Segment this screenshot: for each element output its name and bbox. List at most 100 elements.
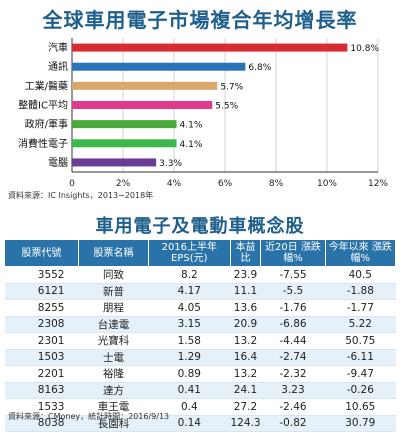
- data-label: 10.8%: [350, 44, 379, 54]
- table-row: 3552 同致 8.2 23.9 -7.55 40.5: [4, 266, 396, 284]
- x-tick-label: 4%: [167, 179, 182, 189]
- category-label: 電腦: [48, 156, 68, 169]
- table-cell: 13.2: [230, 365, 261, 383]
- table-cell: 朋程: [78, 299, 149, 317]
- x-tick-label: 6%: [218, 179, 233, 189]
- table-cell: 士電: [78, 349, 149, 366]
- table-cell: 6121: [4, 283, 79, 300]
- table-cell: -6.86: [260, 316, 326, 333]
- table-cell: 4.17: [148, 283, 231, 300]
- table-cell: -9.47: [325, 365, 396, 383]
- table-row: 8163 達方 0.41 24.1 3.23 -0.26: [4, 382, 396, 399]
- column-header: 今年以來 漲跌幅%: [324, 239, 397, 267]
- table-cell: 40.5: [325, 266, 396, 284]
- bar: [72, 139, 177, 148]
- table-cell: -1.77: [325, 299, 396, 317]
- bar: [72, 101, 213, 109]
- table-cell: 30.79: [325, 415, 396, 432]
- table-cell: 同致: [78, 266, 149, 284]
- column-header: 股票名稱: [78, 239, 149, 267]
- stock-table: 股票代號 股票名稱 2016上半年 EPS(元) 本益比 近20日 漲跌幅% 今年以來 漲…: [4, 239, 397, 432]
- table-cell: 0.41: [148, 382, 231, 399]
- table-cell: 3552: [4, 266, 79, 284]
- table-cell: -1.76: [260, 299, 326, 317]
- table-cell: 車王電: [78, 398, 149, 416]
- table-cell: 16.4: [230, 349, 261, 366]
- table-cell: 4.05: [148, 299, 231, 317]
- table-cell: 1533: [4, 398, 79, 416]
- table-cell: 3.23: [260, 382, 326, 399]
- data-label: 5.5%: [215, 102, 238, 112]
- table-cell: 8163: [4, 382, 79, 399]
- table-cell: 13.6: [230, 299, 261, 317]
- column-header: 本益比: [229, 239, 262, 267]
- table-cell: 23.9: [230, 266, 261, 284]
- table-cell: 2308: [4, 316, 79, 333]
- bar: [72, 43, 348, 52]
- data-label: 6.8%: [248, 63, 271, 73]
- x-tick-label: 2%: [116, 179, 131, 189]
- table-cell: -6.11: [325, 349, 396, 366]
- table-cell: 裕隆: [78, 365, 149, 383]
- table-cell: -5.5: [260, 283, 326, 300]
- bar: [72, 81, 218, 90]
- table-cell: 3.15: [148, 316, 231, 333]
- column-header: 2016上半年 EPS(元): [148, 239, 231, 267]
- chart-panel: 全球車用電子市場複合年均增長率 0 2% 4% 6% 8% 10% 12% 汽車 10.8% 通訊…: [0, 0, 400, 206]
- table-source: 資料來源：CMoney，統計時間：2016/9/13: [8, 412, 170, 421]
- table-cell: 24.1: [230, 382, 261, 399]
- data-label: 3.3%: [159, 159, 182, 169]
- table-cell: 達方: [78, 382, 149, 399]
- x-tick-label: 10%: [317, 179, 337, 189]
- bar: [72, 158, 157, 167]
- table-cell: -2.46: [260, 398, 326, 416]
- table-cell: -2.74: [260, 349, 326, 366]
- table-cell: 5.22: [325, 316, 396, 333]
- bar-chart: 0 2% 4% 6% 8% 10% 12% 汽車 10.8% 通訊 6.8% 工業/醫藥 5.7% 整體I…: [18, 38, 388, 189]
- x-tick-label: 12%: [368, 179, 388, 189]
- table-title: 車用電子及電動車概念股: [95, 216, 305, 237]
- bar: [72, 62, 246, 71]
- table-cell: -4.44: [260, 332, 326, 350]
- table-row: 6121 新普 4.17 11.1 -5.5 -1.88: [4, 283, 396, 300]
- category-label: 整體IC平均: [18, 99, 68, 112]
- category-label: 消費性電子: [18, 137, 68, 150]
- table-row: 2301 光寶科 1.58 13.2 -4.44 50.75: [4, 332, 396, 350]
- column-header: 股票代號: [4, 239, 79, 267]
- table-row: 2308 台達電 3.15 20.9 -6.86 5.22: [4, 316, 396, 333]
- table-row: 1533 車王電 0.4 27.2 -2.46 10.65: [4, 398, 396, 416]
- table-cell: 1.58: [148, 332, 231, 350]
- table-row: 2201 裕隆 0.89 13.2 -2.32 -9.47: [4, 365, 396, 383]
- column-header: 近20日 漲跌幅%: [260, 239, 326, 267]
- table-cell: 2301: [4, 332, 79, 350]
- table-cell: 10.65: [325, 398, 396, 416]
- table-cell: 1.29: [148, 349, 231, 366]
- x-tick-label: 8%: [269, 179, 284, 189]
- table-row: 8255 朋程 4.05 13.6 -1.76 -1.77: [4, 299, 396, 317]
- x-tick-label: 0: [69, 179, 75, 189]
- table-cell: -2.32: [260, 365, 326, 383]
- table-cell: 124.3: [230, 415, 261, 432]
- table-cell: -7.55: [260, 266, 326, 284]
- table-cell: 台達電: [78, 316, 149, 333]
- table-cell: 光寶科: [78, 332, 149, 350]
- table-cell: -0.82: [260, 415, 326, 432]
- table-cell: 20.9: [230, 316, 261, 333]
- table-header-row: 股票代號 股票名稱 2016上半年 EPS(元) 本益比 近20日 漲跌幅% 今年以來 漲…: [4, 239, 397, 267]
- table-row: 1503 士電 1.29 16.4 -2.74 -6.11: [4, 349, 396, 366]
- chart-title: 全球車用電子市場複合年均增長率: [42, 8, 358, 32]
- category-label: 通訊: [48, 60, 68, 73]
- table-cell: -1.88: [325, 283, 396, 300]
- table-cell: -0.26: [325, 382, 396, 399]
- data-label: 4.1%: [180, 140, 203, 150]
- table-cell: 0.4: [148, 398, 231, 416]
- table-cell: 11.1: [230, 283, 261, 300]
- chart-source: 資料來源：IC Insights，2013∼2018年: [8, 191, 154, 200]
- data-label: 4.1%: [180, 121, 203, 131]
- table-cell: 2201: [4, 365, 79, 383]
- data-label: 5.7%: [220, 82, 243, 92]
- category-label: 工業/醫藥: [25, 79, 68, 92]
- category-label: 政府/軍事: [25, 118, 68, 131]
- table-cell: 50.75: [325, 332, 396, 350]
- table-cell: 新普: [78, 283, 149, 300]
